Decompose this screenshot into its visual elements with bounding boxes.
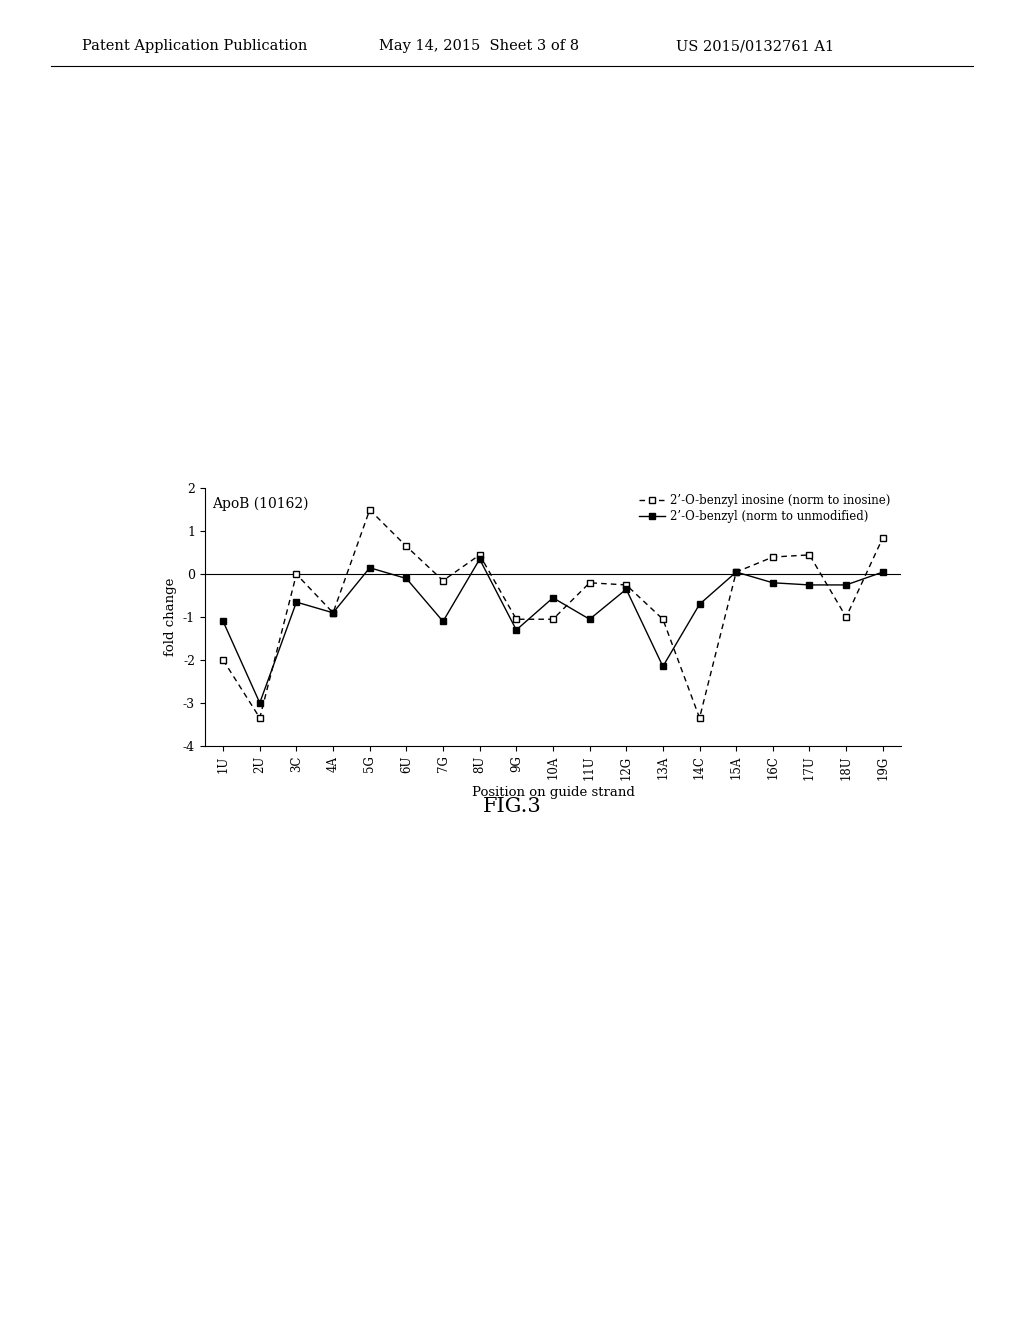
Text: US 2015/0132761 A1: US 2015/0132761 A1 — [676, 40, 834, 53]
Text: FIG.3: FIG.3 — [482, 797, 542, 816]
Text: ApoB (10162): ApoB (10162) — [212, 496, 308, 511]
Y-axis label: fold change: fold change — [165, 578, 177, 656]
Text: May 14, 2015  Sheet 3 of 8: May 14, 2015 Sheet 3 of 8 — [379, 40, 579, 53]
Text: Patent Application Publication: Patent Application Publication — [82, 40, 307, 53]
X-axis label: Position on guide strand: Position on guide strand — [471, 785, 635, 799]
Legend: 2’-O-benzyl inosine (norm to inosine), 2’-O-benzyl (norm to unmodified): 2’-O-benzyl inosine (norm to inosine), 2… — [635, 490, 895, 528]
